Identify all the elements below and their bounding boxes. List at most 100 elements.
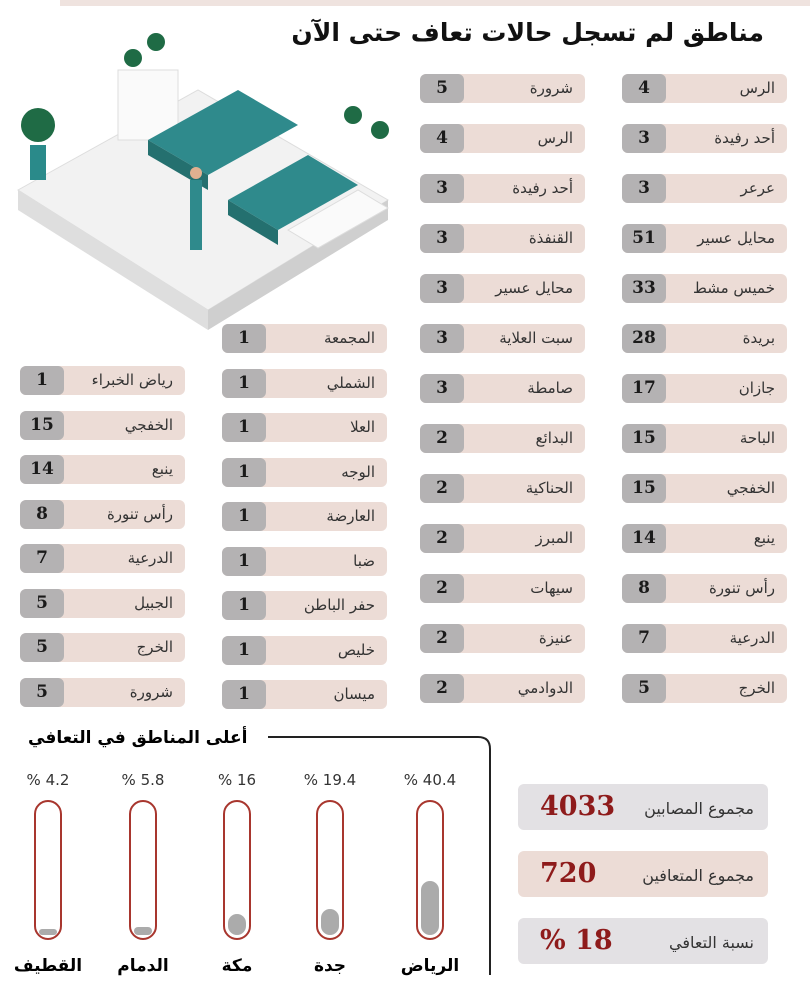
region-count: 5: [20, 633, 64, 662]
region-name: أحد رفيدة: [512, 179, 573, 197]
region-name: رأس تنورة: [106, 504, 173, 523]
region-count: 1: [222, 635, 266, 665]
region-name: الخفجي: [124, 415, 173, 434]
region-count: 2: [420, 424, 464, 453]
bar: [421, 880, 439, 935]
region-name: صامطة: [527, 379, 573, 397]
region-pill: الجبيل 5: [20, 588, 185, 618]
region-pill: الخفجي 15: [622, 474, 787, 503]
region-count: 3: [622, 124, 666, 153]
region-pill: البدائع 2: [420, 424, 585, 453]
tube: [129, 800, 157, 940]
region-name: المجمعة: [323, 329, 375, 347]
region-count: 3: [622, 174, 666, 203]
region-name: الرس: [537, 129, 573, 147]
region-count: 3: [420, 174, 464, 203]
region-name: بريدة: [742, 329, 775, 347]
tube: [416, 800, 444, 940]
region-count: 2: [420, 574, 464, 603]
category-label: مكة: [221, 956, 253, 976]
region-name: الحناكية: [525, 479, 573, 497]
region-name: شرورة: [129, 682, 173, 701]
region-pill: صامطة 3: [420, 374, 585, 403]
region-name: الشملي: [326, 373, 375, 392]
stat-label: نسبة التعافي: [669, 933, 754, 952]
region-count: 5: [20, 588, 64, 618]
region-pill: الرس 4: [622, 74, 787, 103]
region-count: 15: [622, 474, 666, 503]
category-label: الدمام: [117, 956, 169, 976]
region-pill: الوجه 1: [222, 457, 387, 487]
region-pill: الدرعية 7: [20, 544, 185, 573]
region-name: ضبا: [353, 551, 375, 570]
stat-label: مجموع المتعافين: [642, 866, 754, 885]
region-name: سبت العلاية: [499, 329, 573, 347]
region-name: ينبع: [151, 460, 173, 478]
region-pill: محايل عسير 51: [622, 224, 787, 253]
region-pill: ينبع 14: [622, 524, 787, 553]
region-count: 8: [622, 574, 666, 603]
region-name: عنيزة: [538, 629, 573, 647]
category-label: القطيف: [13, 956, 83, 976]
region-pill: الخفجي 15: [20, 410, 185, 440]
region-count: 1: [222, 368, 266, 398]
region-pill: بريدة 28: [622, 324, 787, 353]
value-label: % 4.2: [26, 771, 70, 789]
region-count: 1: [222, 591, 266, 620]
bar: [39, 929, 57, 935]
region-name: الخرج: [738, 679, 775, 697]
region-count: 3: [420, 324, 464, 353]
region-name: أحد رفيدة: [714, 129, 775, 147]
region-name: الدرعية: [729, 629, 775, 647]
region-count: 28: [622, 324, 666, 353]
region-pill: الحناكية 2: [420, 474, 585, 503]
region-name: الرس: [739, 79, 775, 97]
page-title: مناطق لم تسجل حالات تعاف حتى الآن: [291, 18, 764, 47]
region-pill: رأس تنورة 8: [20, 499, 185, 529]
region-pill: محايل عسير 3: [420, 274, 585, 303]
region-count: 1: [20, 366, 64, 395]
region-count: 1: [222, 324, 266, 353]
region-name: الوجه: [341, 462, 375, 481]
region-name: محايل عسير: [697, 229, 775, 247]
value-label: % 19.4: [303, 771, 357, 789]
region-count: 7: [20, 544, 64, 573]
region-count: 1: [222, 546, 266, 576]
region-name: عرعر: [740, 179, 775, 197]
region-count: 15: [20, 410, 64, 440]
region-name: الدرعية: [127, 549, 173, 567]
region-count: 8: [20, 499, 64, 529]
region-pill: ضبا 1: [222, 546, 387, 576]
region-count: 3: [420, 224, 464, 253]
region-count: 1: [222, 680, 266, 709]
region-name: رأس تنورة: [708, 579, 775, 597]
region-count: 2: [420, 524, 464, 553]
region-count: 5: [20, 677, 64, 707]
illustration: [17, 33, 389, 330]
region-count: 4: [622, 74, 666, 103]
region-pill: سيهات 2: [420, 574, 585, 603]
region-name: خليص: [337, 640, 375, 659]
region-pill: الخرج 5: [20, 633, 185, 662]
region-name: القنفذة: [528, 229, 573, 247]
region-name: المبرز: [535, 529, 573, 547]
tube: [223, 800, 251, 940]
region-name: البدائع: [535, 429, 573, 447]
value-label: % 5.8: [121, 771, 165, 789]
region-name: الخفجي: [726, 479, 775, 497]
region-pill: العلا 1: [222, 413, 387, 442]
region-pill: خميس مشط 33: [622, 274, 787, 303]
region-name: الدوادمي: [517, 679, 573, 697]
region-pill: حفر الباطن 1: [222, 591, 387, 620]
region-count: 14: [20, 455, 64, 484]
region-count: 2: [420, 624, 464, 653]
region-count: 5: [622, 674, 666, 703]
region-pill: ينبع 14: [20, 455, 185, 484]
region-pill: رياض الخبراء 1: [20, 366, 185, 395]
region-count: 17: [622, 374, 666, 403]
region-pill: عنيزة 2: [420, 624, 585, 653]
region-pill: خليص 1: [222, 635, 387, 665]
region-name: جازان: [738, 379, 775, 397]
region-count: 2: [420, 474, 464, 503]
